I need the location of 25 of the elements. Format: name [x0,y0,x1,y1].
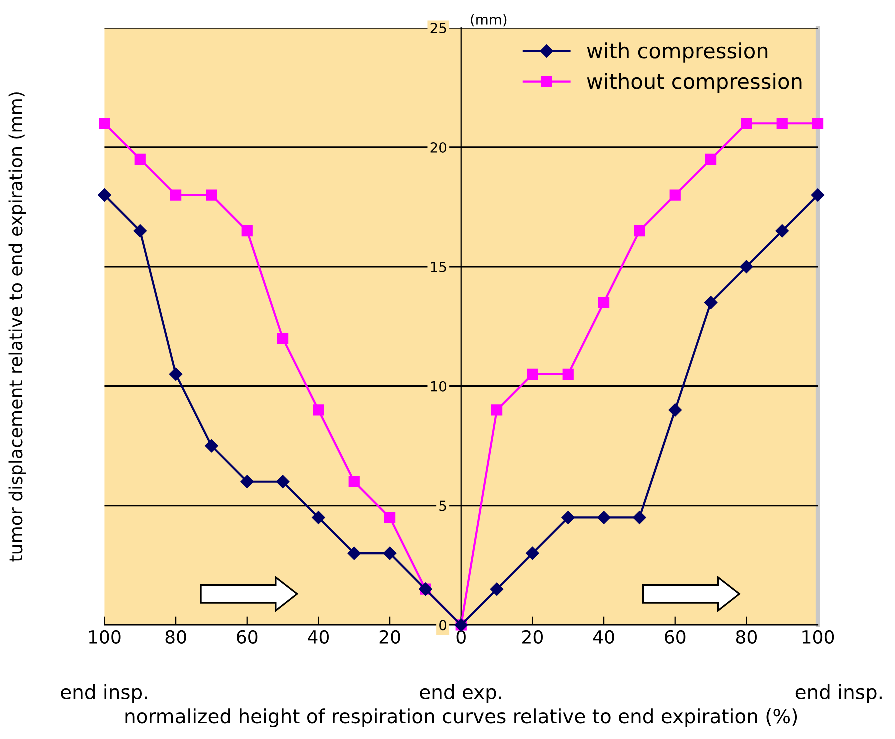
y-tick-label: 5 [440,500,446,512]
x-tick-label: 60 [237,630,258,644]
y-axis-title: tumor displacement relative to end expiration (mm) [8,92,26,562]
y-tick-label: 0 [440,620,447,631]
x-tick-label: 100 [89,630,121,644]
legend-label: without compression [587,73,802,94]
text: end exp. [420,684,502,704]
x-axis-title: normalized height of respiration curves relative to end expiration (%) [126,708,798,728]
x-tick-label: 20 [522,630,543,644]
y-tick-label: 15 [431,262,446,272]
x-tick-label: 40 [308,630,329,644]
y-tick-label: 25 [430,23,446,34]
legend-label: with compression [587,42,768,63]
x-tick-label: 80 [166,630,186,644]
x-tick-label: 60 [665,630,686,644]
y-tick-label: 20 [430,142,447,153]
x-tick-label: 40 [593,630,614,644]
x-tick-label: 100 [802,630,834,644]
y-tick-label: 10 [431,381,447,392]
x-tick-label: 20 [380,630,400,644]
text: end insp. [61,684,148,704]
text: end insp. [796,684,882,704]
text: (mm) [471,14,507,27]
x-tick-label: 0 [456,630,466,644]
x-tick-label: 80 [736,630,757,644]
